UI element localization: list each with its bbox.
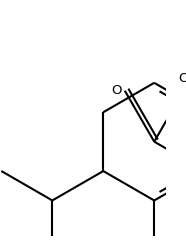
Text: O: O	[178, 72, 186, 85]
Text: O: O	[111, 84, 122, 97]
